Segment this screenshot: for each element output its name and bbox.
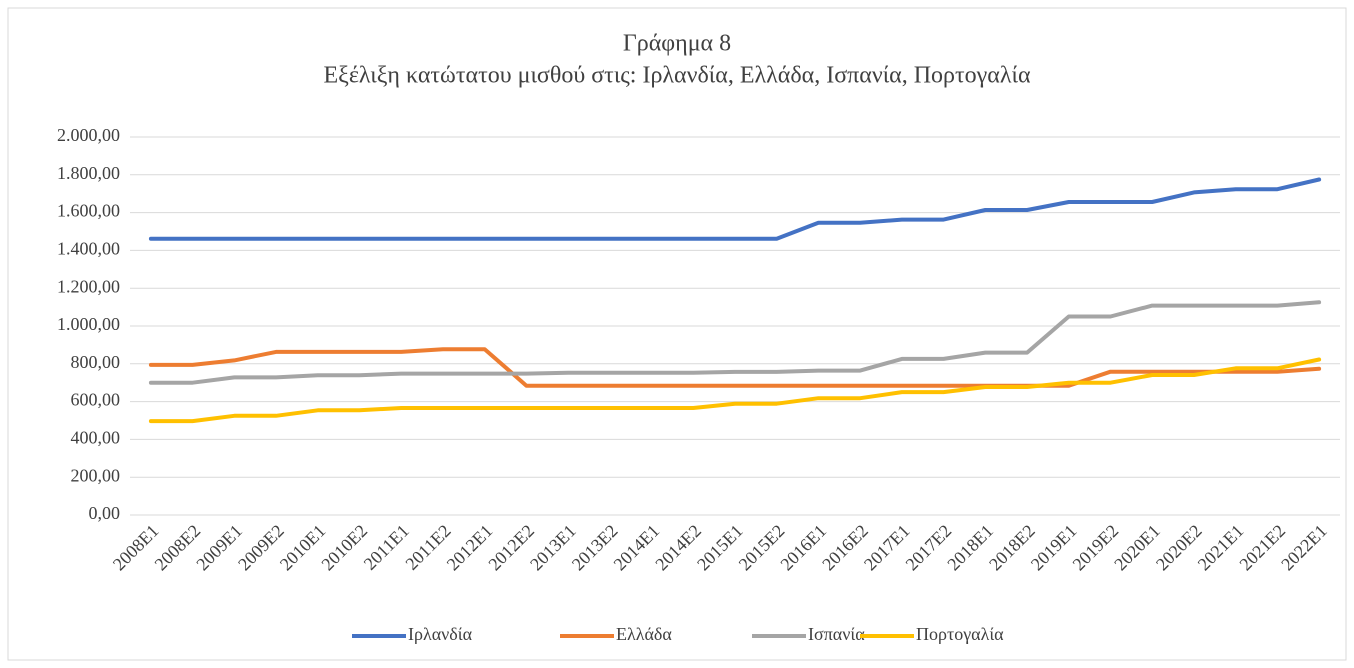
chart-title: Γράφημα 8 [623,31,731,57]
y-tick-label: 400,00 [71,428,121,448]
y-tick-label: 0,00 [89,503,121,523]
y-tick-label: 1.800,00 [57,163,120,183]
y-tick-label: 600,00 [71,390,121,410]
legend-label: Ιρλανδία [408,624,473,644]
chart-subtitle: Εξέλιξη κατώτατου μισθού στις: Ιρλανδία,… [323,63,1030,89]
series-line [148,177,1322,241]
y-tick-label: 1.000,00 [57,314,120,334]
legend-label: Πορτογαλία [916,624,1004,644]
legend-label: Ισπανία [808,624,865,644]
legend-label: Ελλάδα [616,624,672,644]
y-tick-label: 1.600,00 [57,201,120,221]
chart-border [7,7,1347,661]
series-line [148,357,1322,424]
series-line [148,347,1322,388]
y-tick-label: 2.000,00 [57,125,120,145]
y-tick-label: 1.400,00 [57,239,120,259]
y-tick-label: 1.200,00 [57,276,120,296]
y-tick-label: 200,00 [71,465,121,485]
series-line [148,300,1322,385]
y-tick-label: 800,00 [71,352,121,372]
